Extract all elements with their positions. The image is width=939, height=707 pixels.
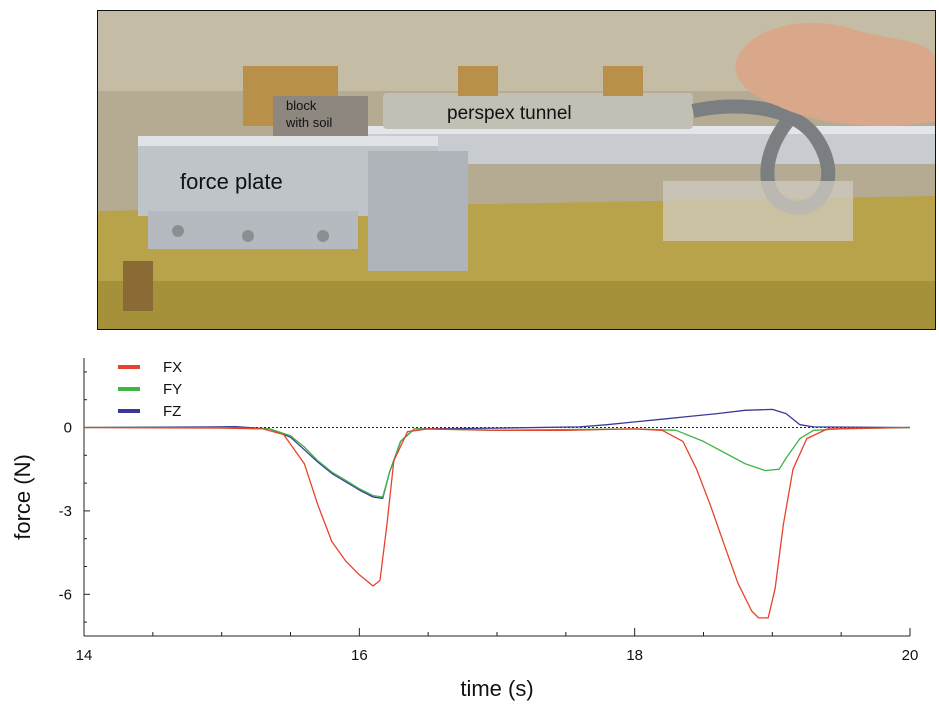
- series-line-fz: [83, 408, 911, 500]
- series-line-fx: [83, 426, 911, 619]
- legend-label-fy: FY: [163, 381, 182, 398]
- apparatus-photo: block with soil perspex tunnel force pla…: [97, 10, 936, 330]
- y-axis-title: force (N): [10, 454, 35, 540]
- block-label-line1: block: [286, 98, 317, 113]
- axis-ticks: 14 16 18 20 0 -3 -6: [59, 371, 919, 664]
- x-tick-label: 14: [76, 647, 93, 664]
- x-tick-label: 20: [902, 647, 919, 664]
- x-tick-label: 18: [626, 647, 643, 664]
- block-with-soil-label: block with soil: [286, 97, 332, 131]
- y-tick-label: -3: [59, 503, 72, 520]
- legend: FX FY FZ: [118, 359, 182, 420]
- plot-area: 14 16 18 20 0 -3 -6 FX FY FZ: [59, 358, 919, 664]
- series-line-fy: [84, 426, 911, 498]
- legend-label-fx: FX: [163, 359, 182, 376]
- x-axis-title: time (s): [460, 676, 533, 701]
- force-plate-label: force plate: [180, 169, 283, 194]
- legend-label-fz: FZ: [163, 403, 181, 420]
- y-tick-label: -6: [59, 586, 72, 603]
- force-time-chart: 14 16 18 20 0 -3 -6 FX FY FZ time (s) force (N): [10, 358, 919, 701]
- series-lines: [83, 408, 911, 619]
- block-label-line2: with soil: [286, 115, 333, 130]
- y-tick-label: 0: [64, 420, 72, 437]
- x-tick-label: 16: [351, 647, 368, 664]
- apparatus-photo-drawing: [98, 11, 935, 329]
- perspex-tunnel-label: perspex tunnel: [447, 103, 572, 124]
